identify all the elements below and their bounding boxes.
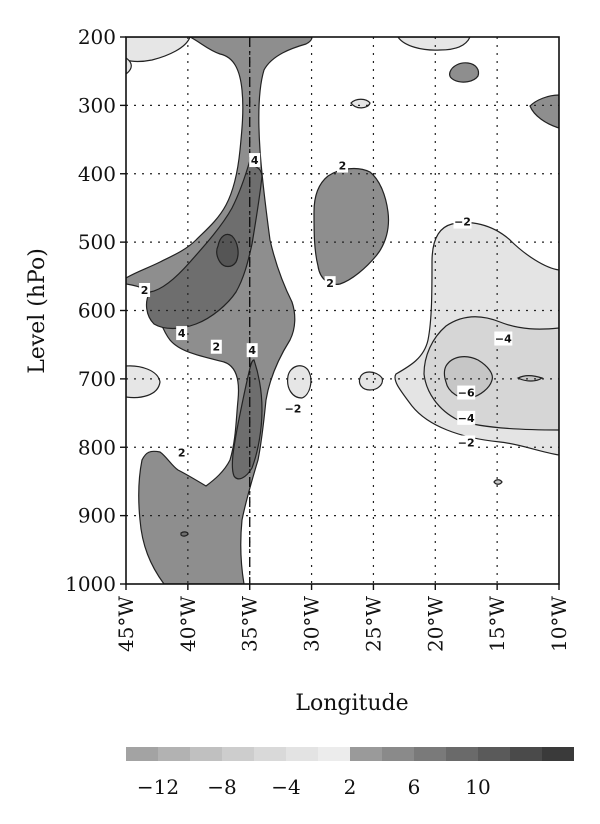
legend-positive-swatch (542, 747, 574, 761)
region-pos-east-top (529, 94, 559, 129)
y-tick-label: 800 (78, 435, 116, 459)
x-tick-label: 45°W (114, 596, 138, 652)
contour-label: 2 (339, 160, 347, 173)
contour-label: −2 (458, 436, 475, 449)
legend-negative-swatch (286, 747, 318, 761)
contour-label: −2 (285, 402, 302, 415)
x-tick-label: 20°W (423, 596, 447, 652)
legend-negative-label: −12 (137, 775, 179, 799)
x-tick-label: 40°W (176, 596, 200, 652)
x-axis-ticks: 45°W 40°W 35°W 30°W 25°W 20°W 15°W 10°W (114, 584, 571, 652)
y-tick-label: 200 (78, 25, 116, 49)
color-legend: −12 −8 −4 2 6 10 (126, 747, 574, 799)
region-pos-center (313, 167, 390, 285)
legend-negative-swatch (190, 747, 222, 761)
contour-label-bg (176, 445, 188, 460)
contour-label-bg (246, 343, 258, 358)
region-neg-5 (287, 365, 312, 399)
x-tick-label: 30°W (300, 596, 324, 652)
y-tick-label: 400 (78, 162, 116, 186)
legend-positive-swatch (478, 747, 510, 761)
contour-label-bg (494, 331, 513, 346)
contour-label-bg (324, 276, 336, 291)
contour-label-bg (210, 339, 222, 354)
y-axis-ticks: 200 300 400 500 600 700 800 900 1000 (65, 25, 126, 596)
legend-positive-swatch (382, 747, 414, 761)
region-pos-small-1 (449, 62, 480, 83)
legend-positive-label: 6 (408, 775, 421, 799)
y-tick-label: 700 (78, 367, 116, 391)
contour-label: 4 (178, 327, 186, 340)
x-tick-label: 15°W (485, 596, 509, 652)
contour-label-bg (457, 435, 476, 450)
x-axis-title: Longitude (295, 691, 408, 716)
contour-label-bg (337, 158, 348, 173)
contour-label: 2 (141, 284, 149, 297)
negative-inner-contours (423, 316, 559, 431)
legend-positive-label: 2 (344, 775, 357, 799)
contour-label-bg (453, 214, 472, 229)
region-neg-7 (350, 98, 371, 109)
legend-positive-swatch (446, 747, 478, 761)
legend-negative-swatch (254, 747, 286, 761)
contour-label: 2 (212, 341, 220, 354)
region-neg-6 (358, 371, 383, 391)
contour-label-bg (176, 326, 188, 341)
contour-labels: 4 2 −2 2 2 4 2 4 −4 −6 −2 −4 2 −2 (139, 153, 513, 460)
legend-positive-label: 10 (465, 775, 490, 799)
contour-label-bg (284, 401, 303, 416)
contour-label: 4 (251, 154, 259, 167)
x-tick-label: 10°W (547, 596, 571, 652)
x-tick-label: 25°W (361, 596, 385, 652)
contour-label-bg (139, 282, 151, 297)
legend-negative-swatch (318, 747, 350, 761)
region-neg-3 (397, 37, 471, 51)
region-neg-4 (126, 365, 161, 399)
contour-label: −4 (495, 333, 512, 346)
plot-area: 4 2 −2 2 2 4 2 4 −4 −6 −2 −4 2 −2 (126, 37, 559, 584)
x-tick-label: 35°W (238, 596, 262, 652)
legend-negative-swatch (222, 747, 254, 761)
grid-lines (126, 37, 559, 584)
contour-pos-6 (216, 233, 239, 268)
contour-pos-4-lower (231, 359, 263, 480)
y-tick-label: 300 (78, 93, 116, 117)
legend-negative-label: −8 (207, 775, 236, 799)
contour-label-bg (249, 153, 261, 168)
y-tick-label: 500 (78, 230, 116, 254)
contour-label: −6 (458, 387, 475, 400)
contour-label: −4 (458, 412, 475, 425)
legend-positive-swatch (350, 747, 382, 761)
legend-positive-swatch (414, 747, 446, 761)
legend-negative-swatch (126, 747, 158, 761)
contour-neg-6 (443, 356, 493, 399)
contour-pos-small-dot (180, 531, 189, 537)
contour-neg-small (516, 375, 544, 382)
region-neg-1 (126, 37, 191, 63)
contour-label-bg (457, 385, 476, 400)
y-tick-label: 900 (78, 504, 116, 528)
y-tick-label: 1000 (65, 572, 116, 596)
contour-label-bg (457, 410, 476, 425)
contour-neg-small-dot (493, 479, 503, 485)
contour-label: −2 (454, 216, 471, 229)
contour-label: 2 (178, 447, 186, 460)
y-axis-title: Level (hPo) (25, 248, 50, 374)
legend-positive-swatch (510, 747, 542, 761)
contour-label: 2 (326, 277, 334, 290)
contour-label: 4 (248, 344, 256, 357)
y-tick-label: 600 (78, 299, 116, 323)
legend-negative-label: −4 (271, 775, 300, 799)
legend-negative-swatch (158, 747, 190, 761)
contour-pos-4-upper (145, 158, 263, 330)
